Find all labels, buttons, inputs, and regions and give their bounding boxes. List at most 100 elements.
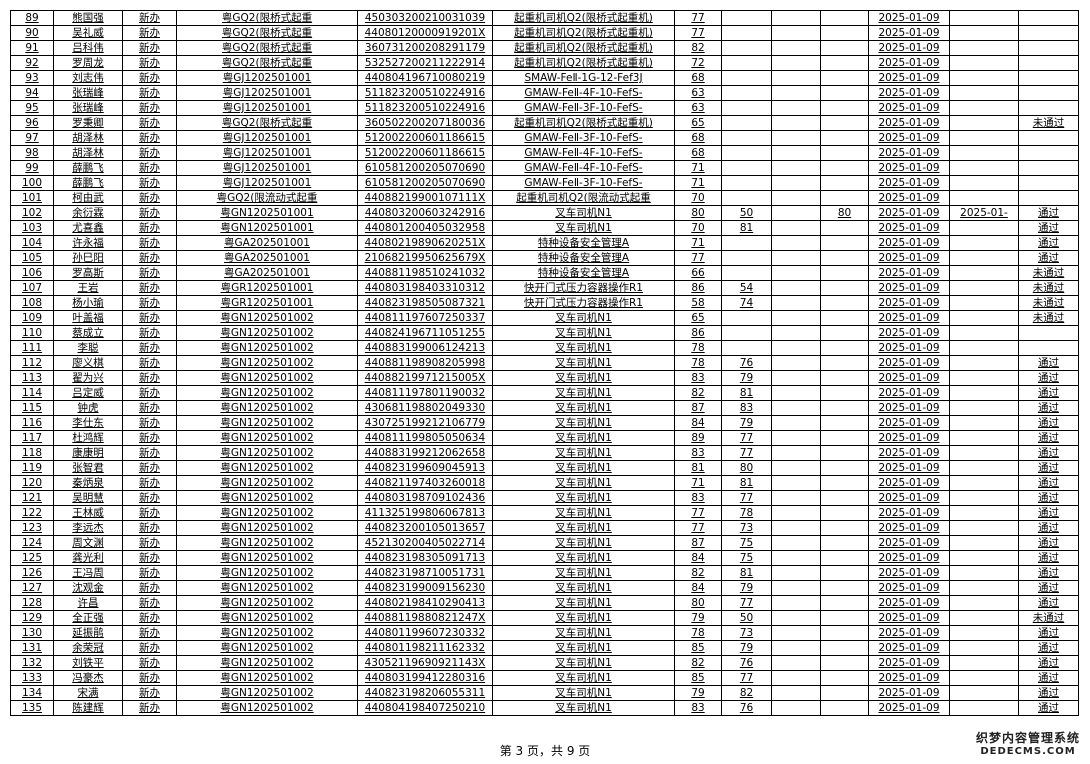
cell-score-retest [820,100,869,116]
cell-text: 张智君 [72,462,104,474]
cell-text: 粤GN1202501002 [220,312,314,324]
cell-text: 440811197801190032 [364,387,486,399]
cell-text: 粤GQ2(限桥式起重 [221,12,313,24]
cell-text: 93 [25,72,39,84]
cell-no: 123 [10,520,54,536]
cell-text: 罗秉卿 [72,117,104,129]
cell-no: 100 [10,175,54,191]
cell-project: 叉车司机N1 [492,415,675,431]
cell-no: 125 [10,550,54,566]
cell-name: 罗秉卿 [53,115,123,131]
cell-retest-date [949,580,1019,596]
cell-text: 通过 [1038,432,1059,444]
cell-text: 440881198908205998 [364,357,486,369]
cell-text: 2025-01-09 [878,537,940,549]
cell-no: 99 [10,160,54,176]
cell-name: 熊国强 [53,10,123,26]
cell-result: 通过 [1018,205,1079,221]
cell-score-practice [721,310,772,326]
cell-score-practice: 81 [721,565,772,581]
cell-text: 58 [691,297,705,309]
cell-score-extra [771,25,821,41]
cell-text: 76 [739,357,754,369]
cell-text: 通过 [1038,642,1059,654]
cell-text: 叉车司机N1 [555,222,612,234]
cell-text: 新办 [139,162,160,174]
cell-cert-no: 粤GJ1202501001 [176,130,358,146]
cell-score-theory: 79 [674,610,722,626]
cell-id-number: 440801200405032958 [357,220,493,236]
cell-retest-date [949,310,1019,326]
cell-text: 叶盖福 [72,312,104,324]
cell-result: 通过 [1018,250,1079,266]
cell-score-retest [820,400,869,416]
cell-retest-date [949,565,1019,581]
cell-project: 叉车司机N1 [492,685,675,701]
cell-text: 粤GJ1202501001 [222,87,312,99]
cell-no: 105 [10,250,54,266]
cell-text: 新办 [139,117,160,129]
cell-cert-no: 粤GN1202501002 [176,385,358,401]
cell-name: 胡泽林 [53,145,123,161]
cell-retest-date [949,340,1019,356]
cell-text: 78 [691,357,705,369]
cell-score-practice: 83 [721,400,772,416]
cell-text: 新办 [139,477,160,489]
cell-type: 新办 [122,670,177,686]
cell-text: 71 [691,177,705,189]
cell-score-retest [820,70,869,86]
cell-text: 叉车司机N1 [555,432,612,444]
cell-type: 新办 [122,685,177,701]
cell-no: 115 [10,400,54,416]
cell-name: 宋满 [53,685,123,701]
cell-score-theory: 84 [674,550,722,566]
cell-text: 44088119880821247X [364,612,486,624]
cell-id-number: 440823200105013657 [357,520,493,536]
cell-score-extra [771,655,821,671]
cell-name: 刘志伟 [53,70,123,86]
cell-score-extra [771,280,821,296]
table-row: 123 李远杰 新办 粤GN1202501002 440823200105013657 叉… [10,520,1079,536]
cell-text: 90 [25,27,39,39]
cell-score-extra [771,370,821,386]
cell-id-number: 511823200510224916 [357,100,493,116]
cell-type: 新办 [122,445,177,461]
cell-retest-date [949,520,1019,536]
cell-score-retest [820,25,869,41]
cell-name: 沈观金 [53,580,123,596]
cell-score-retest [820,655,869,671]
cell-score-theory: 72 [674,55,722,71]
cell-score-theory: 68 [674,130,722,146]
cell-score-theory: 71 [674,475,722,491]
cell-id-number: 440821197403260018 [357,475,493,491]
cell-type: 新办 [122,550,177,566]
cell-name: 龚光利 [53,550,123,566]
cell-text: 新办 [139,462,160,474]
cell-score-retest [820,325,869,341]
cell-score-extra [771,475,821,491]
cell-exam-date: 2025-01-09 [868,505,950,521]
cell-text: 粤GN1202501001 [220,207,314,219]
cell-text: 新办 [139,327,160,339]
cell-text: 通过 [1038,402,1059,414]
cell-score-retest [820,580,869,596]
cell-text: 73 [739,627,754,639]
cell-text: 2025-01-09 [878,342,940,354]
cell-type: 新办 [122,640,177,656]
cell-score-retest [820,490,869,506]
table-row: 124 周文渊 新办 粤GN1202501002 452130200405022714 叉… [10,535,1079,551]
cell-retest-date [949,370,1019,386]
cell-score-retest [820,160,869,176]
cell-text: 82 [691,387,705,399]
cell-id-number: 440801199607230332 [357,625,493,641]
cell-cert-no: 粤GQ2(限流动式起重 [176,190,358,206]
cell-type: 新办 [122,235,177,251]
cell-type: 新办 [122,310,177,326]
cell-text: 75 [739,552,754,564]
cell-no: 104 [10,235,54,251]
cell-text: 114 [21,387,43,399]
table-row: 122 王林威 新办 粤GN1202501002 411325199806067813 叉… [10,505,1079,521]
cell-text: 511823200510224916 [364,87,486,99]
cell-text: 440823198710051731 [364,567,486,579]
cell-text: 452130200405022714 [364,537,486,549]
